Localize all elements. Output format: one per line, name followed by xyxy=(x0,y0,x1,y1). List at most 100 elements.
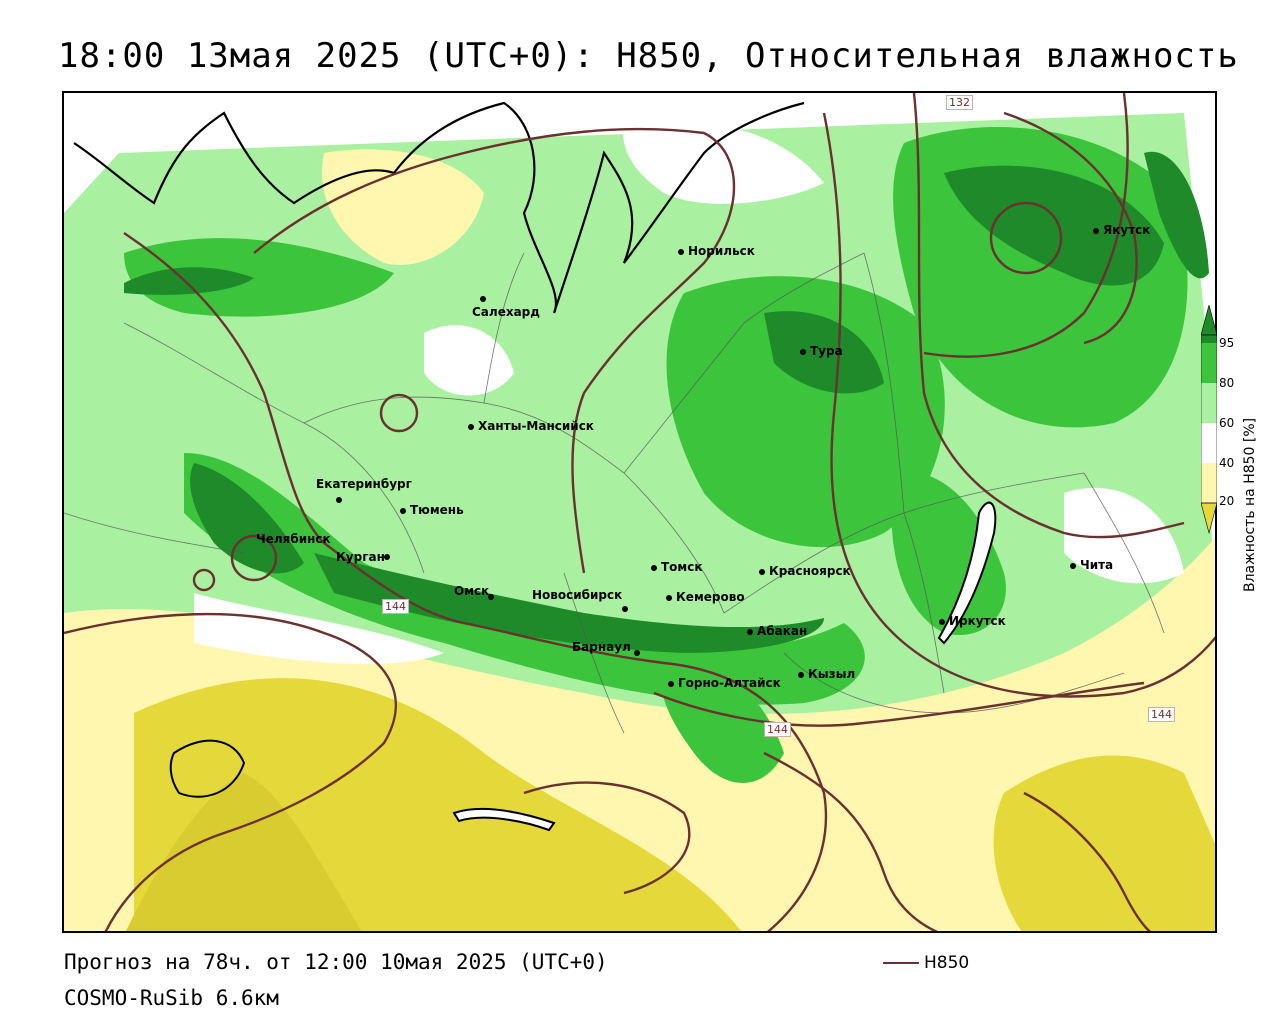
city-marker: Якутск xyxy=(1093,223,1150,237)
humidity-field-40 xyxy=(623,120,824,204)
city-marker: Абакан xyxy=(747,624,807,638)
humidity-map: 132 144 144 144 Норильск Якутск Салехард… xyxy=(62,91,1217,933)
city-label-block: Новосибирск xyxy=(532,588,622,602)
city-label: Салехард xyxy=(472,305,540,319)
city-dot-icon xyxy=(759,568,765,575)
forecast-info: Прогноз на 78ч. от 12:00 10мая 2025 (UTC… xyxy=(64,950,608,974)
city-marker xyxy=(384,549,394,563)
city-label: Кызыл xyxy=(808,667,856,681)
city-label: Норильск xyxy=(688,244,755,258)
colorbar-band-80 xyxy=(1201,343,1217,383)
city-dot-icon xyxy=(798,671,804,678)
city-marker: Томск xyxy=(651,560,703,574)
city-dot-icon xyxy=(384,553,390,560)
colorbar-top-triangle xyxy=(1201,305,1217,336)
city-label: Омск xyxy=(454,584,490,598)
city-label-block: Курган xyxy=(336,550,385,564)
city-label-block: Омск xyxy=(454,584,489,598)
city-dot-icon xyxy=(651,564,657,571)
colorbar-band-20 xyxy=(1201,463,1217,503)
colorbar-tick: 60 xyxy=(1219,416,1235,430)
city-label: Абакан xyxy=(757,624,808,638)
city-label: Челябинск xyxy=(256,532,331,546)
city-label-block: Барнаул xyxy=(572,640,631,654)
city-label: Курган xyxy=(336,550,385,564)
city-marker xyxy=(488,589,498,603)
colorbar-title: Влажность на H850 [%] xyxy=(1242,417,1258,592)
city-label: Екатеринбург xyxy=(316,477,412,491)
city-marker: Чита xyxy=(1070,558,1113,572)
city-dot-icon xyxy=(747,628,753,635)
city-marker: Горно-Алтайск xyxy=(668,676,781,690)
city-marker: Ханты-Мансийск xyxy=(468,419,594,433)
colorbar-tick: 95 xyxy=(1219,336,1235,350)
lake-baikal xyxy=(937,501,997,645)
colorbar-band-95 xyxy=(1201,335,1217,343)
city-marker: Кызыл xyxy=(798,667,855,681)
city-dot-icon xyxy=(800,348,806,355)
colorbar-band-40 xyxy=(1201,423,1217,463)
city-marker xyxy=(634,645,644,659)
city-label: Красноярск xyxy=(769,564,851,578)
city-label: Якутск xyxy=(1103,223,1151,237)
city-label: Барнаул xyxy=(572,640,631,654)
city-label: Томск xyxy=(661,560,703,574)
city-label: Горно-Алтайск xyxy=(678,676,781,690)
city-label: Чита xyxy=(1080,558,1114,572)
isoline-low-west xyxy=(379,393,419,433)
city-dot-icon xyxy=(678,248,684,255)
humidity-field-80 xyxy=(124,238,394,317)
city-label-block: Екатеринбург xyxy=(316,477,412,491)
isoline-low-chelyabinsk xyxy=(230,534,278,582)
city-dot-icon xyxy=(668,680,674,687)
city-dot-icon xyxy=(634,649,640,656)
city-marker: Красноярск xyxy=(759,564,851,578)
isoline-label: 144 xyxy=(1148,707,1175,722)
city-marker xyxy=(622,601,632,615)
colorbar-band-60 xyxy=(1201,383,1217,423)
city-dot-icon xyxy=(488,593,494,600)
city-dot-icon xyxy=(1070,562,1076,569)
colorbar-bottom-triangle xyxy=(1201,502,1217,535)
humidity-field-95 xyxy=(190,463,304,574)
city-label-block: Челябинск xyxy=(256,532,331,546)
city-dot-icon xyxy=(468,423,474,430)
city-marker: Норильск xyxy=(678,244,755,258)
city-dot-icon xyxy=(480,295,486,302)
city-dot-icon xyxy=(400,507,406,514)
city-marker: Тюмень xyxy=(400,503,464,517)
colorbar-tick: 40 xyxy=(1219,456,1235,470)
model-name: COSMO-RuSib 6.6км xyxy=(64,986,279,1010)
city-label: Ханты-Мансийск xyxy=(478,419,594,433)
isoline-low-yakutia xyxy=(989,201,1063,275)
city-marker: Тура xyxy=(800,344,843,358)
colorbar-tick: 80 xyxy=(1219,376,1235,390)
city-marker xyxy=(480,291,490,305)
city-dot-icon xyxy=(622,605,628,612)
city-dot-icon xyxy=(336,496,342,503)
coastline xyxy=(73,101,805,314)
city-marker: Иркутск xyxy=(939,614,1006,628)
city-dot-icon xyxy=(939,618,945,625)
city-label: Тюмень xyxy=(410,503,464,517)
humidity-colorbar xyxy=(1201,305,1217,535)
map-title: 18:00 13мая 2025 (UTC+0): H850, Относите… xyxy=(58,36,1239,76)
city-label-block: Салехард xyxy=(472,305,540,319)
h850-legend-line-icon xyxy=(883,962,919,964)
city-label: Иркутск xyxy=(949,614,1006,628)
city-label: Тура xyxy=(810,344,843,358)
city-label: Новосибирск xyxy=(532,588,623,602)
colorbar-tick: 20 xyxy=(1219,494,1235,508)
h850-legend-label: H850 xyxy=(924,953,970,973)
city-marker xyxy=(336,492,346,506)
city-marker: Кемерово xyxy=(666,590,745,604)
isoline-label: 144 xyxy=(382,599,409,614)
city-dot-icon xyxy=(666,594,672,601)
city-dot-icon xyxy=(1093,227,1099,234)
h850-isolines xyxy=(64,93,1215,931)
city-label: Кемерово xyxy=(676,590,745,604)
isoline-label: 132 xyxy=(946,95,973,110)
lake-balkhash xyxy=(452,807,556,832)
isoline-label: 144 xyxy=(764,722,791,737)
map-fields xyxy=(64,93,1215,931)
